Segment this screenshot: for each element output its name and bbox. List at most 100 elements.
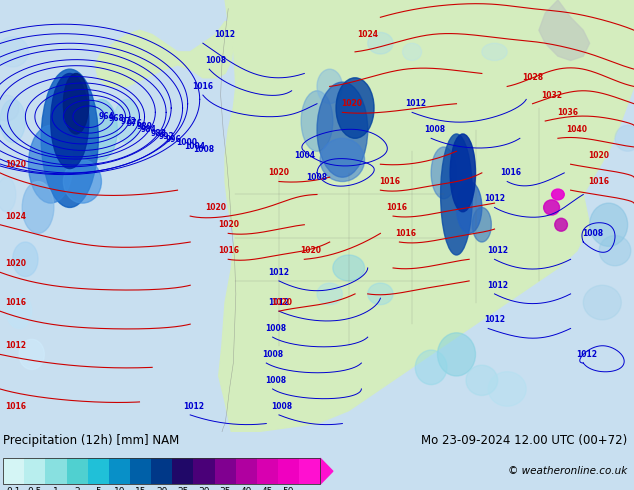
- Ellipse shape: [441, 134, 472, 255]
- Ellipse shape: [466, 365, 498, 395]
- Ellipse shape: [0, 37, 29, 67]
- Ellipse shape: [336, 78, 374, 138]
- Text: 1008: 1008: [265, 324, 287, 333]
- Ellipse shape: [63, 160, 101, 203]
- Text: 1020: 1020: [300, 246, 321, 255]
- Bar: [193, 458, 214, 484]
- Text: 1012: 1012: [183, 402, 204, 411]
- Text: 1012: 1012: [268, 298, 290, 307]
- Text: 972: 972: [120, 117, 136, 125]
- Ellipse shape: [615, 125, 634, 151]
- Text: 1012: 1012: [484, 195, 505, 203]
- Text: 1032: 1032: [541, 91, 562, 99]
- Text: 1016: 1016: [385, 203, 407, 212]
- Text: 968: 968: [109, 114, 125, 123]
- Text: 20: 20: [156, 487, 167, 490]
- Ellipse shape: [368, 32, 393, 54]
- Text: 5: 5: [95, 487, 101, 490]
- Polygon shape: [95, 22, 233, 86]
- Text: 1008: 1008: [271, 402, 293, 411]
- Ellipse shape: [0, 99, 25, 143]
- Text: 35: 35: [219, 487, 231, 490]
- Ellipse shape: [599, 236, 631, 266]
- Text: © weatheronline.co.uk: © weatheronline.co.uk: [508, 466, 628, 476]
- Text: 50: 50: [283, 487, 294, 490]
- Text: 1016: 1016: [500, 169, 521, 177]
- Text: 1012: 1012: [404, 99, 426, 108]
- Ellipse shape: [51, 74, 89, 169]
- Ellipse shape: [456, 181, 482, 233]
- Ellipse shape: [583, 285, 621, 320]
- Text: 1020: 1020: [5, 160, 27, 169]
- Text: 1000: 1000: [176, 138, 197, 147]
- Bar: [3, 458, 320, 484]
- Bar: [67, 458, 87, 484]
- Ellipse shape: [317, 283, 342, 305]
- Ellipse shape: [22, 181, 54, 233]
- Text: 1016: 1016: [588, 177, 610, 186]
- Ellipse shape: [19, 339, 44, 369]
- Ellipse shape: [301, 91, 333, 151]
- Bar: [46, 458, 67, 484]
- Ellipse shape: [488, 372, 526, 406]
- Text: 10: 10: [113, 487, 125, 490]
- Text: 1008: 1008: [582, 229, 604, 238]
- Bar: [130, 458, 151, 484]
- Ellipse shape: [317, 82, 368, 177]
- Ellipse shape: [333, 255, 365, 281]
- Ellipse shape: [29, 125, 73, 203]
- Text: 30: 30: [198, 487, 210, 490]
- Bar: [299, 458, 320, 484]
- Bar: [24, 458, 46, 484]
- Text: 0.1: 0.1: [6, 487, 21, 490]
- Text: 1020: 1020: [268, 169, 290, 177]
- Text: 976: 976: [127, 119, 143, 128]
- Text: 1024: 1024: [357, 30, 378, 39]
- Text: 1008: 1008: [306, 172, 328, 182]
- Bar: [257, 458, 278, 484]
- Bar: [109, 458, 130, 484]
- Text: 996: 996: [166, 135, 182, 144]
- Text: 1008: 1008: [205, 56, 226, 65]
- Ellipse shape: [450, 134, 476, 212]
- Text: 964: 964: [98, 112, 114, 121]
- Ellipse shape: [317, 69, 342, 104]
- Text: 1004: 1004: [184, 142, 205, 150]
- Text: 980: 980: [136, 122, 152, 131]
- Bar: [172, 458, 193, 484]
- Text: 25: 25: [177, 487, 188, 490]
- Ellipse shape: [437, 333, 476, 376]
- Text: 1004: 1004: [294, 151, 315, 160]
- Bar: [214, 458, 236, 484]
- Text: 1012: 1012: [5, 341, 27, 350]
- Text: 1020: 1020: [271, 298, 293, 307]
- Ellipse shape: [472, 207, 491, 242]
- Text: Precipitation (12h) [mm] NAM: Precipitation (12h) [mm] NAM: [3, 435, 179, 447]
- Ellipse shape: [552, 189, 564, 200]
- Text: 40: 40: [240, 487, 252, 490]
- Text: 1020: 1020: [205, 203, 226, 212]
- Text: 1012: 1012: [268, 268, 290, 277]
- Text: 984: 984: [141, 125, 157, 134]
- Text: 1020: 1020: [217, 220, 239, 229]
- Text: 1008: 1008: [265, 376, 287, 385]
- Text: 1016: 1016: [217, 246, 239, 255]
- Text: 1020: 1020: [5, 259, 27, 268]
- Text: 2: 2: [74, 487, 80, 490]
- Bar: [151, 458, 172, 484]
- Text: 1040: 1040: [566, 125, 588, 134]
- Text: 1016: 1016: [5, 402, 27, 411]
- Text: 1012: 1012: [484, 315, 505, 324]
- Bar: [278, 458, 299, 484]
- Polygon shape: [320, 458, 333, 484]
- Ellipse shape: [114, 99, 139, 143]
- Text: 988: 988: [151, 128, 167, 138]
- Bar: [3, 458, 24, 484]
- Text: 1012: 1012: [487, 246, 508, 255]
- Text: 1016: 1016: [192, 82, 214, 91]
- Bar: [87, 458, 109, 484]
- Ellipse shape: [544, 200, 560, 215]
- Text: 1008: 1008: [193, 145, 214, 153]
- Text: 1024: 1024: [5, 212, 27, 220]
- Ellipse shape: [415, 350, 447, 385]
